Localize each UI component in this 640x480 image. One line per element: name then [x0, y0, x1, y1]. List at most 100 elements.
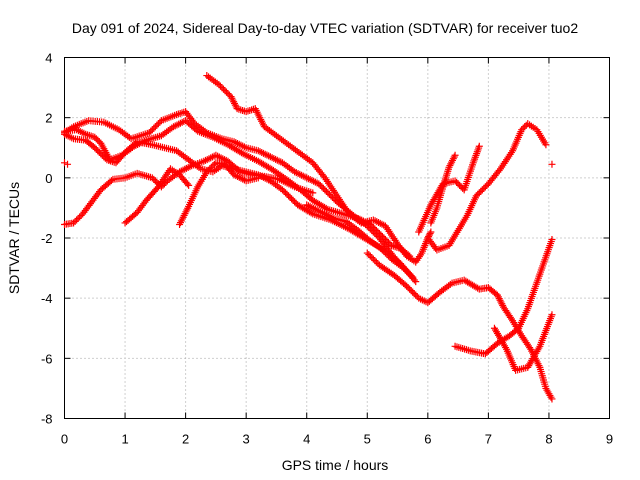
- data-point: [371, 257, 379, 265]
- data-point: [307, 209, 315, 217]
- data-point: [153, 121, 161, 129]
- data-point: [412, 278, 420, 286]
- data-point: [298, 171, 306, 179]
- data-point: [307, 158, 315, 166]
- data-point: [308, 203, 316, 211]
- data-point: [306, 176, 314, 184]
- data-point: [451, 177, 459, 185]
- data-point: [130, 142, 138, 150]
- data-point: [447, 160, 455, 168]
- data-point: [368, 222, 376, 230]
- data-point: [296, 170, 304, 178]
- data-point: [92, 145, 100, 153]
- data-point: [148, 126, 156, 134]
- data-point: [449, 155, 457, 163]
- data-point: [175, 120, 183, 128]
- data-point: [272, 155, 280, 163]
- data-point: [258, 148, 266, 156]
- data-point: [361, 218, 369, 226]
- data-point: [92, 135, 100, 143]
- x-tick-label: 1: [121, 432, 128, 447]
- data-point: [270, 154, 278, 162]
- data-point: [303, 174, 311, 182]
- data-point: [381, 236, 389, 244]
- data-point: [304, 175, 312, 183]
- data-point: [242, 108, 250, 116]
- data-point: [316, 181, 324, 189]
- data-point: [218, 84, 226, 92]
- data-point: [481, 183, 489, 191]
- data-point: [548, 395, 556, 403]
- data-point: [237, 174, 245, 182]
- data-point: [366, 220, 374, 228]
- data-point: [453, 178, 461, 186]
- series-stray-points: [61, 159, 556, 168]
- data-point: [376, 219, 384, 227]
- x-tick-label: 9: [606, 432, 613, 447]
- data-point: [183, 180, 191, 188]
- data-point: [148, 174, 156, 182]
- data-point: [372, 258, 380, 266]
- data-point: [91, 144, 99, 152]
- data-point: [410, 290, 418, 298]
- data-point: [304, 202, 312, 210]
- data-point: [375, 229, 383, 237]
- data-point: [151, 123, 159, 131]
- series-track-l: [415, 142, 483, 236]
- data-point: [279, 186, 286, 194]
- data-point: [309, 189, 317, 197]
- data-point: [97, 150, 105, 158]
- x-tick-label: 4: [303, 432, 310, 447]
- data-point: [139, 138, 147, 146]
- data-point: [207, 154, 215, 162]
- x-tick-label: 6: [424, 432, 431, 447]
- data-point: [171, 122, 179, 130]
- data-point: [445, 163, 453, 171]
- data-point: [150, 124, 158, 132]
- data-point: [306, 203, 314, 211]
- data-point: [186, 163, 194, 171]
- data-point: [378, 220, 386, 228]
- data-point: [227, 93, 235, 101]
- data-point: [407, 287, 415, 295]
- data-point: [493, 291, 501, 299]
- data-point: [203, 168, 211, 176]
- data-point: [76, 213, 84, 221]
- data-point: [406, 252, 414, 260]
- y-tick-label: -6: [41, 351, 53, 366]
- data-point: [495, 295, 503, 303]
- data-point: [548, 311, 556, 319]
- data-point: [507, 315, 515, 323]
- series-track-f: [121, 165, 193, 227]
- data-point: [294, 170, 302, 178]
- data-point: [395, 258, 403, 266]
- data-point: [311, 205, 319, 213]
- data-point: [366, 252, 374, 260]
- data-point: [472, 192, 480, 200]
- data-point: [207, 163, 215, 171]
- x-tick-label: 3: [243, 432, 250, 447]
- series-track-a: [61, 108, 414, 278]
- data-point: [369, 255, 377, 263]
- data-point: [475, 142, 483, 150]
- series-track-g: [176, 159, 262, 228]
- data-point: [477, 187, 485, 195]
- data-point: [315, 180, 323, 188]
- data-point: [358, 216, 366, 224]
- series-track-i: [363, 249, 556, 403]
- data-point: [91, 133, 99, 141]
- data-point: [246, 106, 254, 114]
- data-point: [475, 189, 483, 197]
- series-track-e: [61, 151, 317, 228]
- data-point: [240, 143, 248, 151]
- data-point: [373, 218, 381, 226]
- data-point: [372, 226, 380, 234]
- data-point: [291, 168, 299, 176]
- data-point: [170, 123, 177, 131]
- data-point: [239, 175, 247, 183]
- data-point: [215, 153, 223, 161]
- data-point: [303, 201, 311, 209]
- data-point: [497, 298, 505, 306]
- data-point: [195, 164, 203, 172]
